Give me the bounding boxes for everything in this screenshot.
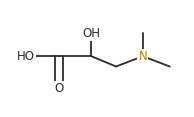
- Text: N: N: [139, 50, 147, 63]
- Text: HO: HO: [17, 50, 35, 63]
- Text: OH: OH: [82, 27, 100, 40]
- Text: O: O: [54, 82, 63, 95]
